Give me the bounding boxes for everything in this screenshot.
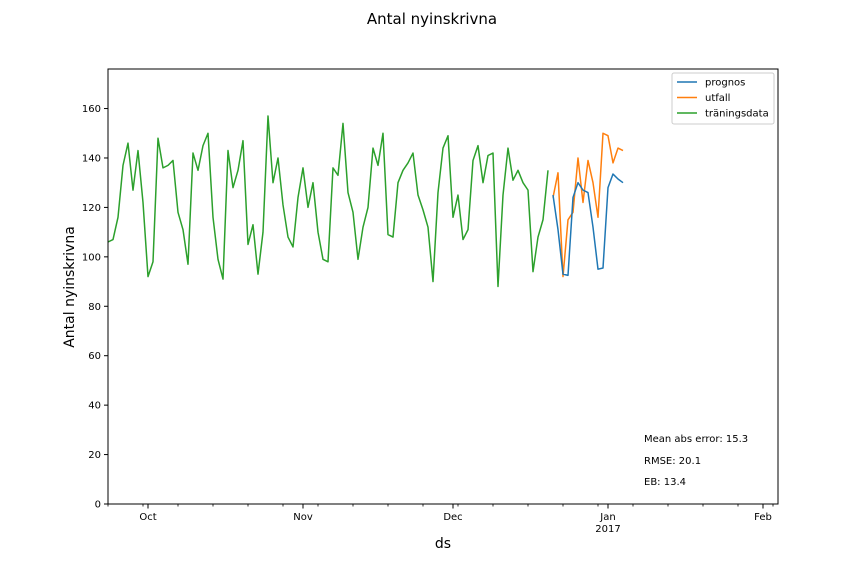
annotation-text: EB: 13.4 xyxy=(644,477,686,488)
legend-label: prognos xyxy=(705,78,745,89)
series-line-prognos xyxy=(552,173,624,277)
x-tick-label: Nov xyxy=(293,512,313,523)
series-line-utfall xyxy=(552,132,624,278)
x-axis-label: ds xyxy=(435,536,451,552)
y-tick-label: 80 xyxy=(88,302,101,313)
annotation-text: Mean abs error: 15.3 xyxy=(644,434,748,445)
y-tick-label: 160 xyxy=(82,104,101,115)
y-axis: 0 20 40 60 80 100 120 140 160 xyxy=(82,104,108,511)
series-line-traningsdata xyxy=(107,115,549,288)
x-tick-label: Feb xyxy=(754,512,772,523)
x-tick-label: Oct xyxy=(139,512,156,523)
x-tick-label: Jan xyxy=(599,512,615,523)
y-tick-label: 20 xyxy=(88,450,101,461)
legend-label: träningsdata xyxy=(705,109,769,120)
series-layer xyxy=(107,115,624,288)
chart-title: Antal nyinskrivna xyxy=(367,10,497,28)
y-tick-label: 40 xyxy=(88,401,101,412)
y-tick-label: 0 xyxy=(95,500,101,511)
y-tick-label: 60 xyxy=(88,351,101,362)
legend-label: utfall xyxy=(705,93,730,104)
plot-frame xyxy=(107,68,779,505)
x-tick-sublabel: 2017 xyxy=(595,524,620,535)
x-tick-label: Dec xyxy=(443,512,462,523)
y-axis-label: Antal nyinskrivna xyxy=(62,226,78,348)
y-tick-label: 100 xyxy=(82,252,101,263)
annotations: Mean abs error: 15.3 RMSE: 20.1 EB: 13.4 xyxy=(644,434,748,488)
annotation-text: RMSE: 20.1 xyxy=(644,456,701,467)
legend-box xyxy=(671,72,775,125)
legend: prognos utfall träningsdata xyxy=(671,72,775,125)
y-tick-label: 120 xyxy=(82,203,101,214)
y-tick-label: 140 xyxy=(82,153,101,164)
